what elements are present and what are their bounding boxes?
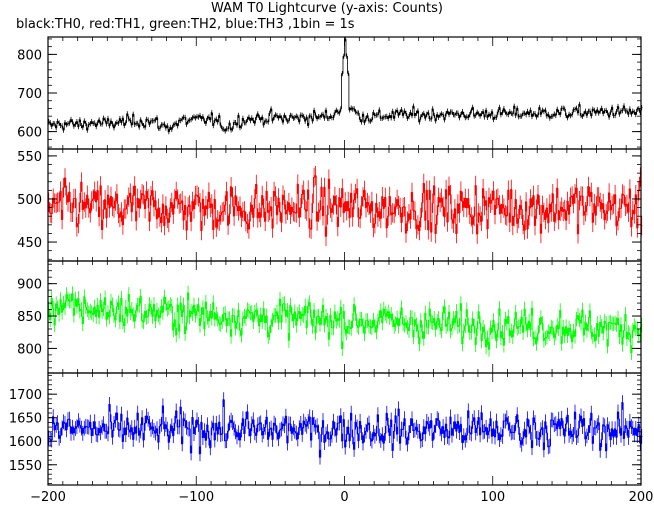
y-tick-label: 450	[17, 236, 42, 251]
x-tick-label: −100	[178, 490, 214, 505]
x-tick-label: 200	[629, 490, 654, 505]
chart-title: WAM T0 Lightcurve (y-axis: Counts)	[211, 1, 443, 16]
series-TH1	[48, 165, 643, 247]
x-tick-label: 0	[340, 490, 348, 505]
y-tick-label: 1550	[9, 459, 42, 474]
y-tick-label: 1650	[9, 412, 42, 427]
series-TH2	[48, 285, 643, 360]
y-tick-label: 850	[17, 310, 42, 325]
x-tick-label: 100	[480, 490, 505, 505]
y-tick-label: 800	[17, 48, 42, 63]
chart-subtitle: black:TH0, red:TH1, green:TH2, blue:TH3 …	[16, 17, 355, 32]
y-tick-label: 900	[17, 278, 42, 293]
y-tick-label: 700	[17, 87, 42, 102]
y-tick-label: 1700	[9, 388, 42, 403]
series-TH0	[48, 37, 643, 135]
y-tick-label: 1600	[9, 435, 42, 450]
x-tick-label: −200	[30, 490, 66, 505]
y-tick-label: 550	[17, 150, 42, 165]
y-tick-label: 600	[17, 126, 42, 141]
y-tick-label: 500	[17, 193, 42, 208]
y-tick-label: 800	[17, 342, 42, 357]
series-TH3	[48, 392, 643, 465]
